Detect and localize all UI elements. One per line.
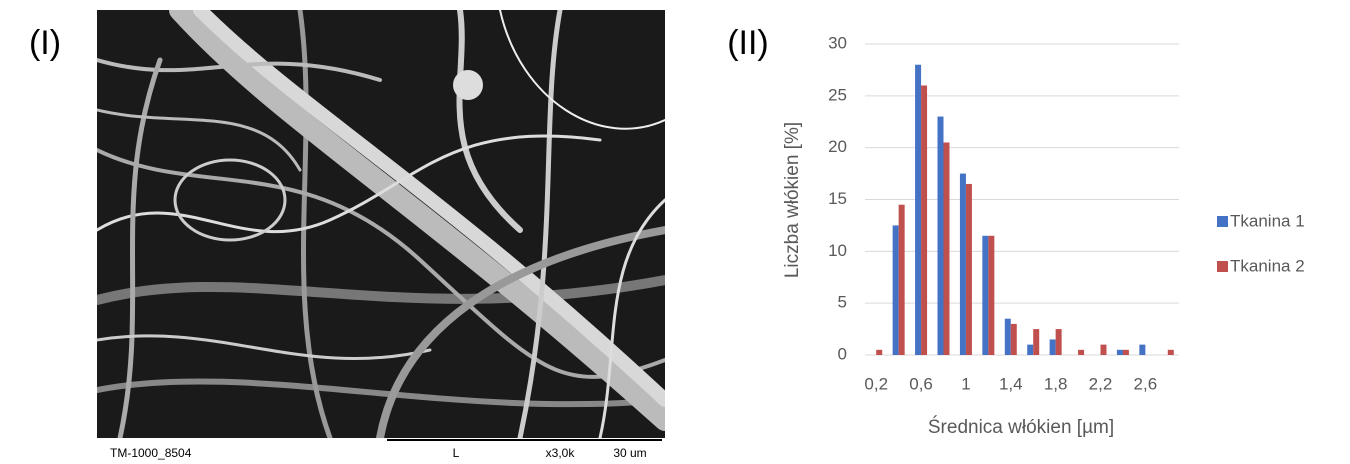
bar bbox=[1139, 344, 1146, 355]
bar bbox=[1167, 349, 1174, 355]
y-tick-label: 30 bbox=[828, 33, 847, 52]
panel-label: (II) bbox=[727, 24, 769, 62]
bar bbox=[915, 64, 922, 355]
x-axis-title: Średnica włókien [µm] bbox=[928, 416, 1114, 438]
y-axis-title: Liczba włókien [%] bbox=[782, 122, 803, 278]
image-caption: L bbox=[453, 446, 460, 460]
bar bbox=[982, 235, 989, 355]
x-tick-label: 0,2 bbox=[864, 374, 888, 393]
y-tick-label: 10 bbox=[828, 241, 847, 260]
legend-label: Tkanina 1 bbox=[1230, 211, 1305, 230]
bar bbox=[1078, 349, 1085, 355]
bar bbox=[892, 225, 899, 355]
y-tick-label: 20 bbox=[828, 137, 847, 156]
sem-image: TM-1000_8504 L x3,0k 30 um bbox=[97, 10, 665, 460]
bar bbox=[1010, 323, 1017, 355]
bar bbox=[921, 85, 928, 355]
bar bbox=[1049, 339, 1056, 355]
bar bbox=[965, 183, 972, 355]
bar bbox=[1122, 349, 1129, 355]
bar bbox=[898, 204, 905, 355]
bar bbox=[959, 173, 966, 355]
bar bbox=[937, 116, 944, 355]
bar bbox=[988, 235, 995, 355]
bar bbox=[1033, 329, 1040, 355]
y-tick-label: 15 bbox=[828, 189, 847, 208]
bar bbox=[1100, 344, 1107, 355]
x-tick-label: 2,6 bbox=[1134, 374, 1158, 393]
bar bbox=[1055, 329, 1062, 355]
x-tick-label: 0,6 bbox=[909, 374, 933, 393]
y-tick-label: 5 bbox=[838, 293, 847, 312]
x-tick-label: 1,8 bbox=[1044, 374, 1068, 393]
bar bbox=[1116, 349, 1123, 355]
legend-swatch bbox=[1217, 261, 1228, 272]
x-tick-label: 2,2 bbox=[1089, 374, 1113, 393]
image-caption: TM-1000_8504 bbox=[110, 446, 192, 460]
x-tick-label: 1 bbox=[961, 374, 970, 393]
panel-label: (I) bbox=[29, 24, 61, 62]
chart: Liczba włókien [%] Średnica włókien [µm]… bbox=[782, 33, 1305, 438]
legend-swatch bbox=[1217, 216, 1228, 227]
bar bbox=[1027, 344, 1034, 355]
bar bbox=[943, 142, 950, 355]
x-tick-label: 1,4 bbox=[999, 374, 1023, 393]
image-caption: 30 um bbox=[613, 446, 646, 460]
image-caption: x3,0k bbox=[546, 446, 576, 460]
bar bbox=[1004, 318, 1011, 355]
bar bbox=[876, 349, 883, 355]
y-tick-label: 0 bbox=[838, 344, 847, 363]
y-tick-label: 25 bbox=[828, 85, 847, 104]
legend-label: Tkanina 2 bbox=[1230, 256, 1305, 275]
